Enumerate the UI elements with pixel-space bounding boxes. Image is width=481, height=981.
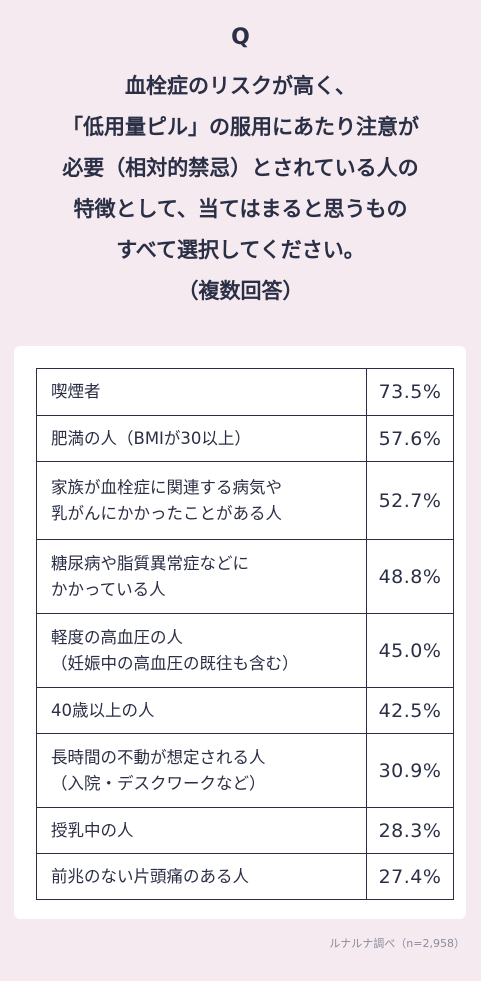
row-label-line: かかっている人: [51, 579, 166, 599]
table-row: 軽度の高血圧の人 （妊娠中の高血圧の既往も含む） 45.0%: [37, 613, 453, 687]
row-label: 家族が血栓症に関連する病気や 乳がんにかかったことがある人: [37, 462, 367, 539]
table-row: 40歳以上の人 42.5%: [37, 687, 453, 733]
row-label-line: 糖尿病や脂質異常症などに: [51, 553, 249, 573]
question-line: 血栓症のリスクが高く、: [125, 74, 356, 98]
row-label-line: （妊娠中の高血圧の既往も含む）: [51, 653, 299, 673]
row-label: 糖尿病や脂質異常症などに かかっている人: [37, 540, 367, 613]
row-value: 28.3%: [378, 819, 442, 842]
row-label-line: （入院・デスクワークなど）: [51, 773, 266, 793]
row-label-line: 前兆のない片頭痛のある人: [51, 866, 249, 886]
row-value: 73.5%: [378, 381, 442, 403]
results-card: [14, 346, 466, 919]
table-row: 家族が血栓症に関連する病気や 乳がんにかかったことがある人 52.7%: [37, 461, 453, 539]
row-value: 27.4%: [378, 865, 442, 888]
table-row: 喫煙者 73.5%: [37, 369, 453, 415]
question-line: （複数回答）: [177, 279, 304, 303]
row-label: 肥満の人（BMIが30以上）: [37, 416, 367, 461]
table-row: 肥満の人（BMIが30以上） 57.6%: [37, 415, 453, 461]
row-label-line: 授乳中の人: [51, 820, 134, 840]
row-label: 長時間の不動が想定される人 （入院・デスクワークなど）: [37, 734, 367, 807]
row-label-line: 肥満の人（BMIが30以上）: [51, 428, 251, 448]
row-value: 48.8%: [378, 565, 442, 588]
table-row: 前兆のない片頭痛のある人 27.4%: [37, 853, 453, 899]
results-table: 喫煙者 73.5% 肥満の人（BMIが30以上） 57.6% 家族が血栓症に関連する病気…: [36, 368, 454, 900]
row-value: 45.0%: [378, 639, 442, 662]
question-line: すべて選択してください。: [116, 238, 365, 262]
row-value: 57.6%: [378, 427, 442, 450]
row-label-line: 軽度の高血圧の人: [51, 627, 183, 647]
row-value: 30.9%: [378, 759, 442, 782]
row-label: 前兆のない片頭痛のある人: [37, 854, 367, 899]
table-row: 授乳中の人 28.3%: [37, 807, 453, 853]
row-label: 40歳以上の人: [37, 688, 367, 733]
row-label: 授乳中の人: [37, 808, 367, 853]
row-value: 52.7%: [378, 489, 442, 512]
row-label-line: 40歳以上の人: [51, 700, 155, 720]
table-row: 長時間の不動が想定される人 （入院・デスクワークなど） 30.9%: [37, 733, 453, 807]
row-label: 喫煙者: [37, 369, 367, 415]
row-value: 42.5%: [378, 699, 442, 722]
table-row: 糖尿病や脂質異常症などに かかっている人 48.8%: [37, 539, 453, 613]
source-note: ルナルナ調べ（n=2,958）: [329, 937, 465, 950]
question-line: 必要（相対的禁忌）とされている人の: [62, 156, 419, 180]
question-mark: Q: [231, 25, 250, 50]
row-label-line: 長時間の不動が想定される人: [51, 747, 266, 767]
question-line: 特徴として、当てはまると思うもの: [73, 197, 408, 221]
question-text: 血栓症のリスクが高く、 「低用量ピル」の服用にあたり注意が 必要（相対的禁忌）と…: [0, 66, 481, 312]
row-label-line: 家族が血栓症に関連する病気や: [51, 477, 282, 497]
row-label-line: 喫煙者: [51, 382, 101, 401]
question-line: 「低用量ピル」の服用にあたり注意が: [62, 115, 419, 139]
row-label-line: 乳がんにかかったことがある人: [51, 503, 282, 523]
row-label: 軽度の高血圧の人 （妊娠中の高血圧の既往も含む）: [37, 614, 367, 687]
